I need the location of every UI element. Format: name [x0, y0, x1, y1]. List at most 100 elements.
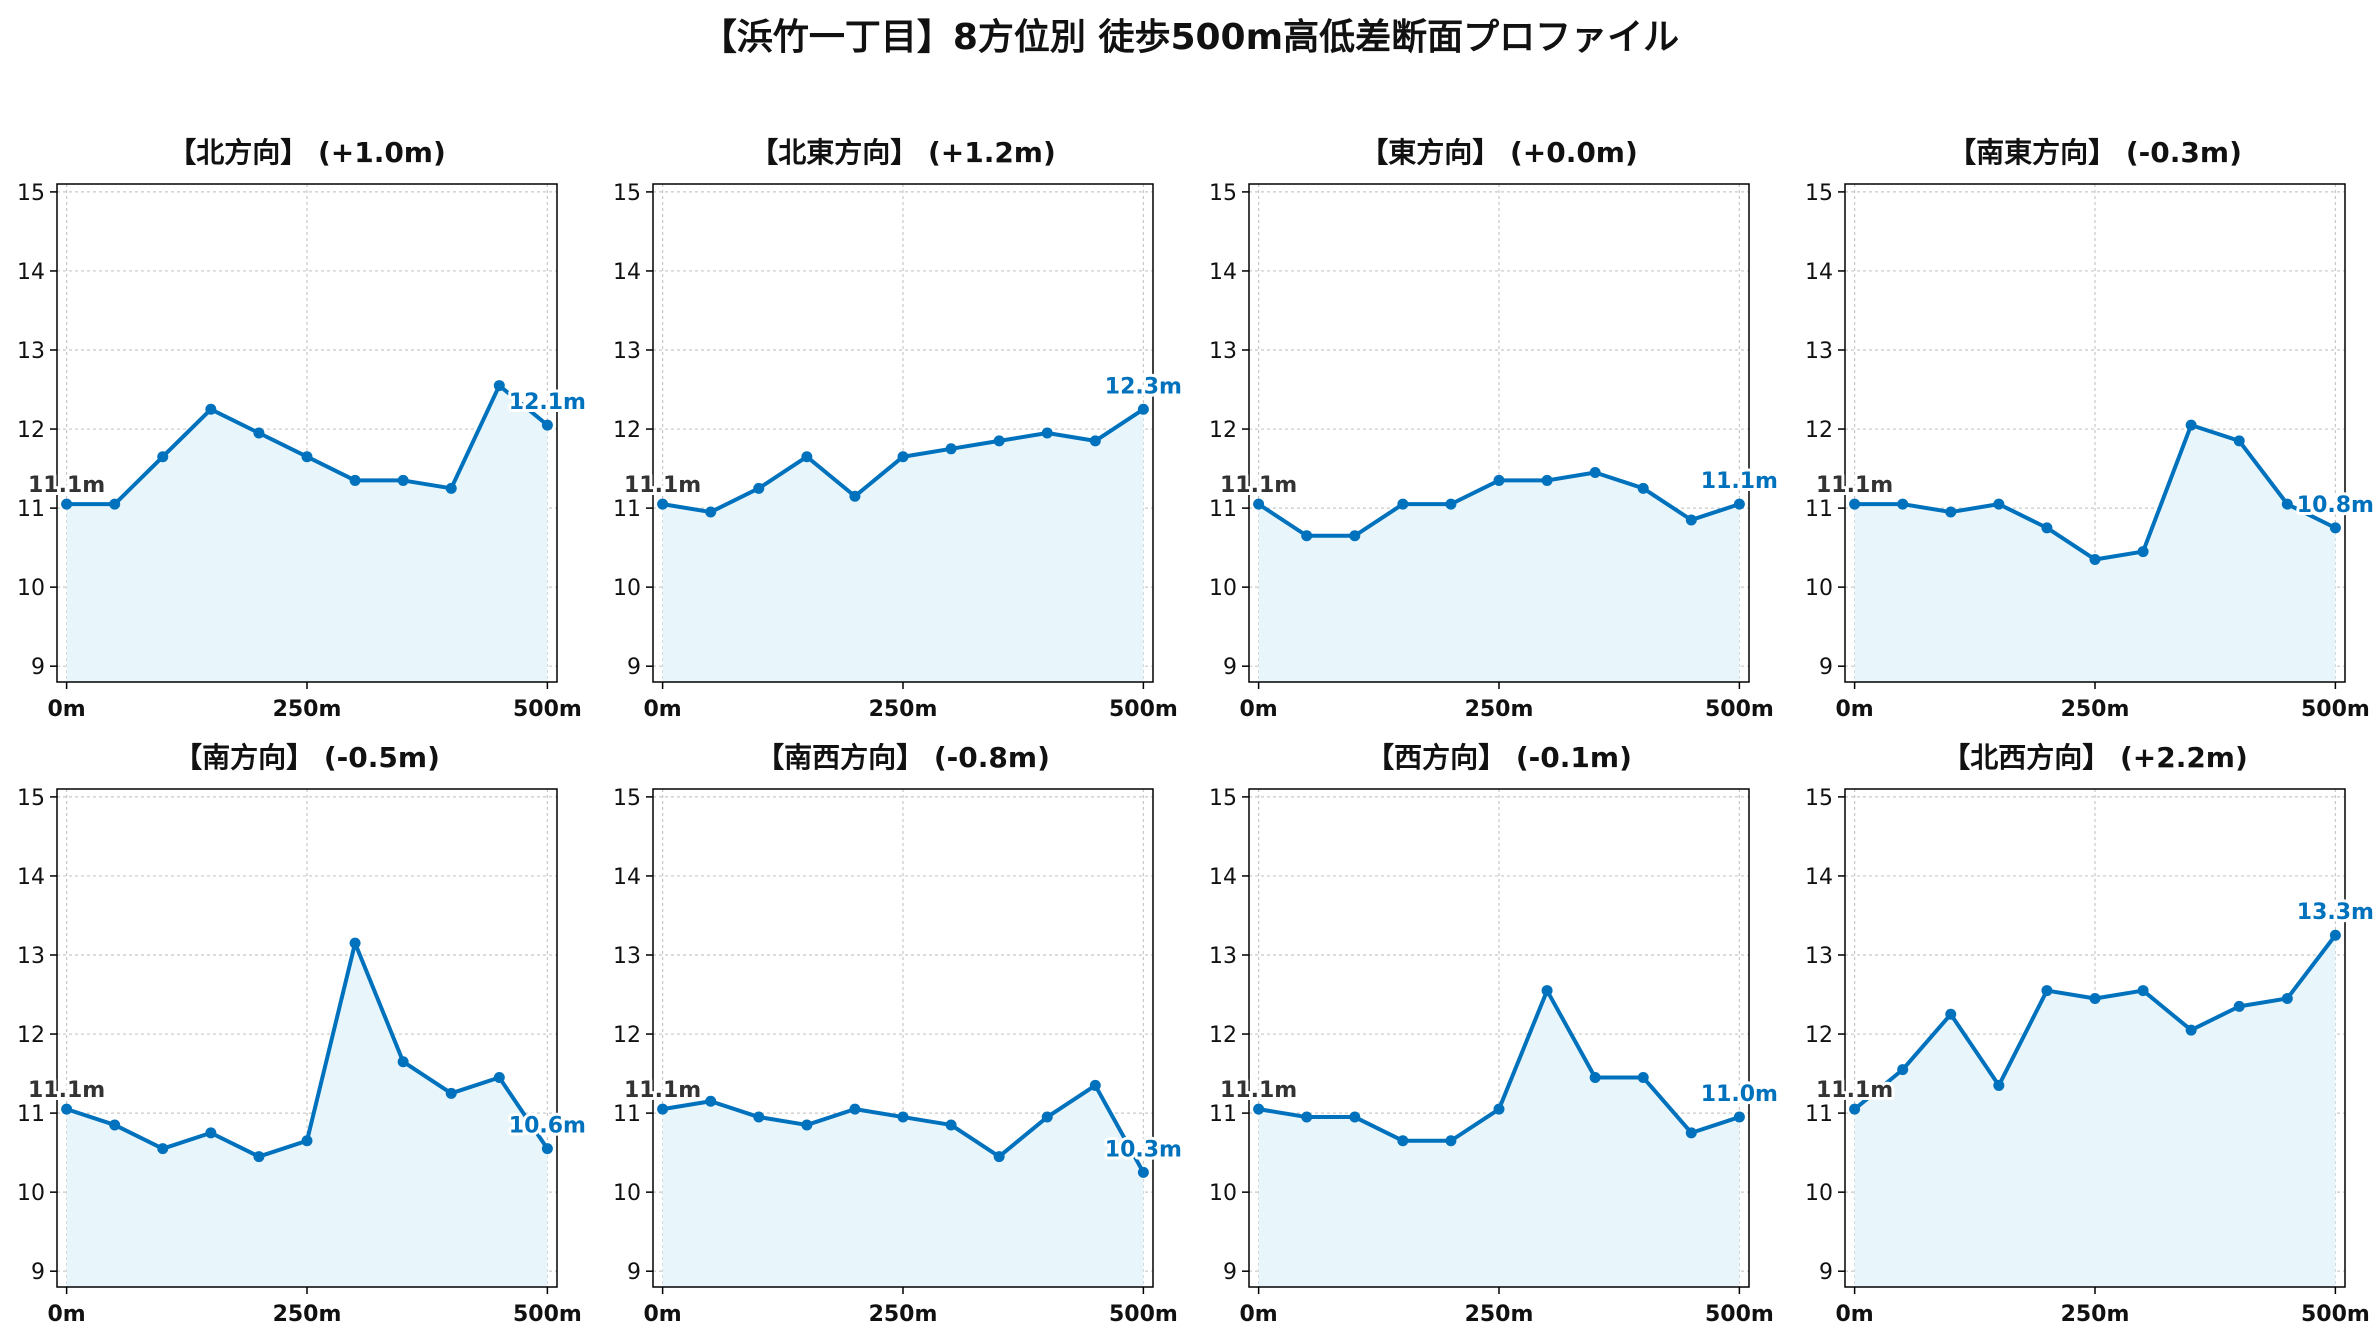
y-tick-label: 15	[17, 181, 45, 206]
data-point	[541, 1143, 553, 1155]
data-point	[2281, 498, 2293, 510]
data-point	[397, 474, 409, 486]
data-point	[1445, 498, 1457, 510]
y-tick-label: 11	[1805, 1102, 1833, 1127]
data-point	[2233, 435, 2245, 447]
data-point	[61, 498, 73, 510]
chart-panel-7: 【西方向】 (-0.1m) 9 10 11 12 13 14 15 0m 250m 500m 11.1…	[1209, 741, 1781, 1327]
start-value-label: 11.1m	[28, 1078, 105, 1103]
start-value-label: 11.1m	[1816, 473, 1893, 498]
start-value-label: 11.1m	[624, 473, 701, 498]
end-value-label: 11.0m	[1701, 1082, 1778, 1107]
chart-panel-1: 【北方向】 (+1.0m) 9 10 11 12 13 14 15 0m 250m 500m 11.1…	[17, 136, 589, 722]
area-fill	[1854, 935, 2336, 1287]
data-point	[705, 506, 717, 518]
y-tick-label: 9	[627, 1260, 641, 1285]
panel-title: 【北西方向】 (+2.2m)	[1942, 741, 2248, 774]
x-tick-label: 500m	[513, 697, 582, 722]
data-point	[61, 1103, 73, 1115]
y-tick-label: 13	[613, 944, 641, 969]
x-tick-label: 500m	[513, 1302, 582, 1327]
panel-title: 【西方向】 (-0.1m)	[1366, 741, 1632, 774]
area-fill	[66, 943, 548, 1287]
data-point	[301, 1135, 313, 1147]
chart-panel-6: 【南西方向】 (-0.8m) 9 10 11 12 13 14 15 0m 250m 500m 11.…	[613, 741, 1185, 1327]
y-tick-label: 14	[1805, 260, 1833, 285]
x-tick-label: 250m	[273, 1302, 342, 1327]
data-point	[1849, 1103, 1861, 1115]
data-point	[541, 419, 553, 431]
y-tick-label: 11	[1209, 1102, 1237, 1127]
data-point	[1301, 530, 1313, 542]
x-tick-label: 250m	[273, 697, 342, 722]
y-tick-label: 12	[1805, 1023, 1833, 1048]
y-tick-label: 14	[1209, 260, 1237, 285]
data-point	[1349, 1111, 1361, 1123]
y-tick-label: 15	[1209, 181, 1237, 206]
x-tick-label: 0m	[47, 1302, 85, 1327]
data-point	[1541, 985, 1553, 997]
y-tick-label: 12	[1209, 1023, 1237, 1048]
data-point	[1089, 435, 1101, 447]
data-point	[2041, 985, 2053, 997]
data-point	[157, 1143, 169, 1155]
x-tick-label: 500m	[1109, 697, 1178, 722]
x-tick-label: 250m	[1465, 1302, 1534, 1327]
data-point	[1041, 1111, 1053, 1123]
y-tick-label: 10	[1805, 1181, 1833, 1206]
start-value-label: 11.1m	[1816, 1078, 1893, 1103]
x-tick-label: 500m	[1705, 697, 1774, 722]
y-tick-label: 12	[613, 1023, 641, 1048]
panel-title: 【東方向】 (+0.0m)	[1360, 136, 1638, 169]
data-point	[1397, 498, 1409, 510]
y-tick-label: 10	[613, 576, 641, 601]
end-value-label: 13.3m	[2297, 900, 2374, 925]
data-point	[2281, 992, 2293, 1004]
data-point	[205, 403, 217, 415]
data-point	[1993, 498, 2005, 510]
data-point	[1253, 498, 1265, 510]
data-point	[849, 1103, 861, 1115]
data-point	[897, 451, 909, 463]
y-tick-label: 13	[613, 339, 641, 364]
y-tick-label: 11	[1209, 497, 1237, 522]
y-tick-label: 14	[613, 865, 641, 890]
data-point	[2185, 1024, 2197, 1036]
data-point	[2089, 553, 2101, 565]
y-tick-label: 9	[1223, 655, 1237, 680]
y-tick-label: 12	[17, 1023, 45, 1048]
data-point	[205, 1127, 217, 1139]
y-tick-label: 12	[1805, 418, 1833, 443]
data-point	[1637, 1072, 1649, 1084]
y-tick-label: 15	[1209, 786, 1237, 811]
data-point	[1945, 506, 1957, 518]
data-point	[1945, 1008, 1957, 1020]
data-point	[801, 451, 813, 463]
data-point	[1349, 530, 1361, 542]
data-point	[349, 474, 361, 486]
chart-panel-2: 【北東方向】 (+1.2m) 9 10 11 12 13 14 15 0m 250m 500m 11.…	[613, 136, 1185, 722]
y-tick-label: 10	[17, 576, 45, 601]
y-tick-label: 11	[613, 497, 641, 522]
y-tick-label: 12	[613, 418, 641, 443]
y-tick-label: 9	[1819, 655, 1833, 680]
data-point	[1897, 1064, 1909, 1076]
y-tick-label: 9	[31, 1260, 45, 1285]
data-point	[1397, 1135, 1409, 1147]
x-tick-label: 0m	[1239, 1302, 1277, 1327]
data-point	[849, 490, 861, 502]
end-value-label: 12.3m	[1105, 374, 1182, 399]
data-point	[1301, 1111, 1313, 1123]
data-point	[897, 1111, 909, 1123]
x-tick-label: 500m	[1109, 1302, 1178, 1327]
data-point	[493, 380, 505, 392]
area-fill	[66, 385, 548, 682]
end-value-label: 10.3m	[1105, 1137, 1182, 1162]
data-point	[1637, 482, 1649, 494]
data-point	[1541, 474, 1553, 486]
area-fill	[1854, 425, 2336, 682]
data-point	[753, 1111, 765, 1123]
x-tick-label: 0m	[1239, 697, 1277, 722]
data-point	[397, 1056, 409, 1068]
y-tick-label: 14	[613, 260, 641, 285]
